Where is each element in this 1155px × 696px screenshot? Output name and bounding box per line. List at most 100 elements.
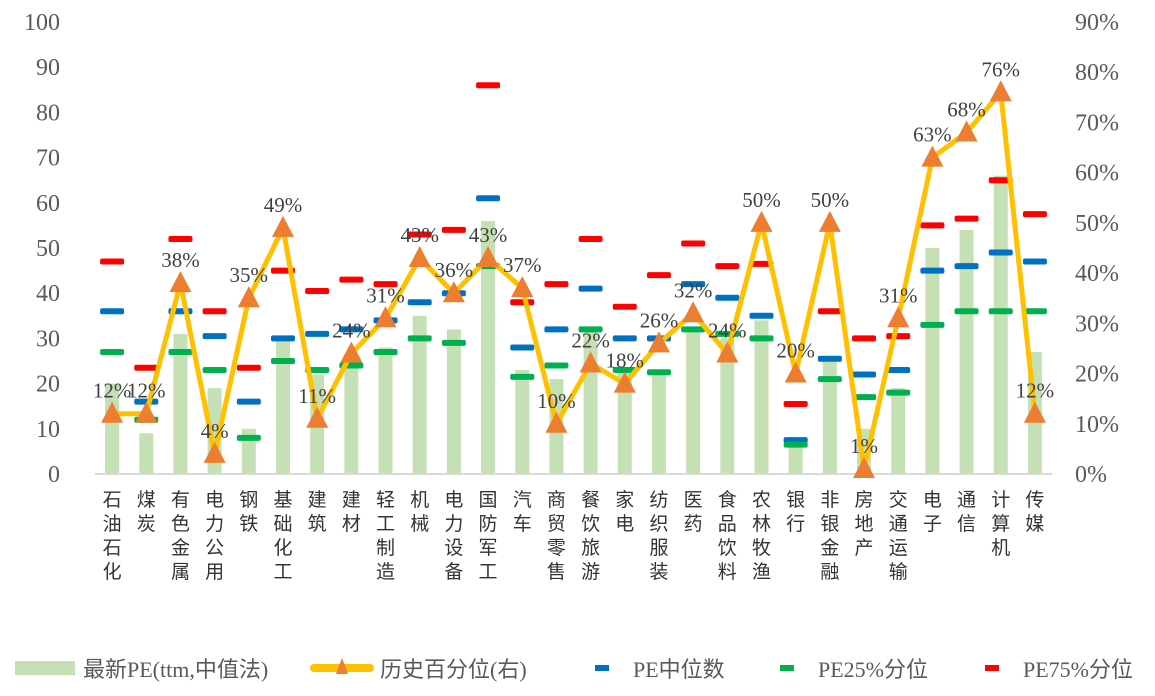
data-label-percentile: 50%: [742, 188, 781, 212]
marker-percentile: [613, 371, 636, 393]
category-label: 国防军工: [479, 490, 498, 583]
right-axis-tick-label: 10%: [1075, 412, 1119, 438]
data-label-percentile: 20%: [776, 339, 815, 363]
right-axis-tick-label: 40%: [1075, 261, 1119, 287]
bar-latest-pe: [344, 365, 359, 474]
marker-percentile: [853, 456, 876, 478]
category-label: 基础化工: [273, 489, 292, 583]
marker-percentile: [477, 246, 500, 268]
marker-percentile: [135, 401, 158, 423]
bar-latest-pe: [788, 446, 803, 474]
dash-pe-median: [407, 299, 432, 306]
dash-pe25: [441, 339, 466, 346]
marker-percentile: [1023, 401, 1046, 423]
data-label-percentile: 50%: [811, 188, 850, 212]
left-axis-tick-label: 30: [36, 326, 60, 352]
dash-pe25: [407, 335, 432, 342]
marker-percentile: [818, 210, 841, 232]
marker-percentile: [237, 286, 260, 308]
category-label: 机械: [410, 489, 429, 535]
dash-pe-median: [920, 267, 945, 274]
bar-latest-pe: [822, 361, 837, 474]
dash-pe75: [920, 222, 945, 229]
marker-percentile: [442, 281, 465, 303]
marker-percentile: [647, 331, 670, 353]
dash-pe-median: [100, 308, 125, 315]
dash-pe25: [817, 376, 842, 383]
left-axis-tick-label: 20: [36, 372, 60, 398]
bar-latest-pe: [173, 333, 188, 474]
legend-item-pe75: PE75%分位: [985, 648, 1133, 688]
data-label-percentile: 12%: [93, 379, 132, 403]
dash-pe-median: [749, 312, 774, 319]
bar-latest-pe: [275, 338, 290, 474]
legend-label: PE75%分位: [1023, 657, 1134, 682]
dash-pe25: [646, 369, 671, 376]
dash-pe-median: [476, 195, 501, 202]
dash-pe25: [510, 373, 535, 380]
dash-pe75: [681, 240, 706, 247]
bar-latest-pe: [446, 329, 461, 474]
category-label: 钢铁: [239, 489, 258, 535]
marker-percentile: [716, 341, 739, 363]
data-label-percentile: 31%: [879, 283, 918, 307]
marker-percentile: [374, 306, 397, 328]
marker-percentile: [101, 401, 124, 423]
right-axis-tick-label: 90%: [1075, 10, 1119, 36]
dash-pe-median: [681, 281, 706, 288]
chart-plot: 0 10 20 30 40 50 60 70 80 90 100 0% 10% 20% 30% 40% 50% 6…: [24, 10, 1119, 583]
data-label-percentile: 18%: [606, 349, 645, 373]
marker-percentile: [887, 306, 910, 328]
marker-percentile: [306, 406, 329, 428]
dash-pe75: [134, 364, 159, 371]
legend-swatch-dash: [595, 665, 609, 671]
legend-swatch-bar: [15, 661, 75, 675]
dash-pe75: [749, 260, 774, 267]
dash-pe75: [100, 258, 125, 265]
legend-swatch-dash: [780, 665, 794, 671]
dash-pe75: [168, 235, 193, 242]
marker-percentile: [340, 341, 363, 363]
category-label: 建筑: [308, 489, 327, 535]
marker-percentile: [784, 361, 807, 383]
category-label: 煤炭: [137, 489, 156, 535]
dash-pe25: [749, 335, 774, 342]
bar-latest-pe: [481, 220, 496, 474]
data-label-percentile: 38%: [161, 248, 200, 272]
dash-pe-median: [510, 344, 535, 351]
left-axis-tick-label: 60: [36, 191, 60, 217]
dash-pe25: [270, 358, 295, 364]
left-axis-tick-label: 100: [24, 10, 60, 36]
legend-item-pe-median: PE中位数: [595, 648, 725, 688]
dash-pe25: [612, 367, 637, 374]
dash-pe75: [578, 235, 603, 242]
data-label-percentile: 43%: [400, 223, 439, 247]
right-axis-tick-label: 80%: [1075, 60, 1119, 86]
dash-pe-median: [988, 249, 1013, 256]
bar-latest-pe: [651, 370, 666, 474]
left-axis-tick-label: 50: [36, 236, 60, 262]
legend-item-latest-pe: 最新PE(ttm,中值法): [15, 648, 268, 688]
dash-pe-median: [783, 437, 808, 444]
dash-pe25: [1022, 308, 1047, 315]
dash-pe75: [236, 364, 261, 371]
legend-swatch-line-triangle: [310, 658, 374, 674]
marker-percentile: [989, 80, 1012, 102]
category-label: 农林牧渔: [752, 489, 771, 583]
dash-pe75: [817, 308, 842, 315]
dash-pe25: [954, 308, 979, 315]
marker-percentile: [408, 246, 431, 268]
dash-pe-median: [1022, 258, 1047, 265]
data-label-percentile: 76%: [981, 57, 1020, 81]
bar-latest-pe: [105, 383, 120, 474]
dash-pe-median: [270, 335, 295, 342]
marker-percentile: [511, 276, 534, 298]
marker-percentile: [682, 301, 705, 323]
dash-pe25: [852, 394, 877, 401]
category-label: 有色金属: [171, 489, 190, 583]
data-label-percentile: 11%: [298, 384, 336, 408]
legend-label: 最新PE(ttm,中值法): [83, 657, 269, 682]
data-label-percentile: 63%: [913, 123, 952, 147]
dash-pe75: [612, 303, 637, 310]
